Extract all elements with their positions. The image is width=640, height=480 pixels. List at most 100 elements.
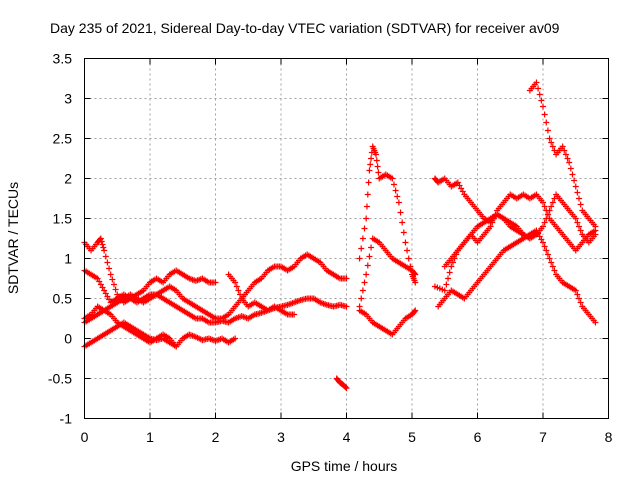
data-point (446, 269, 453, 276)
series-track-13 (435, 227, 599, 326)
grid (84, 58, 609, 419)
data-point (104, 259, 111, 266)
data-point (97, 235, 104, 242)
data-point (571, 177, 578, 184)
data-point (102, 253, 109, 260)
data-point (402, 239, 409, 246)
tick-labels: 0 1 2 3 4 5 6 7 8 -1 -0.5 0 0.5 1 1.5 2 2.5 3 3.5 (48, 51, 613, 446)
data-point (448, 263, 455, 270)
series-track-10 (356, 307, 419, 338)
data-point (544, 127, 551, 134)
data-point (574, 189, 581, 196)
x-tick-label: 1 (146, 429, 154, 445)
data-point (541, 243, 548, 250)
data-point (441, 287, 448, 294)
data-point (342, 384, 349, 391)
data-point (399, 219, 406, 226)
data-point (356, 255, 363, 262)
data-point (405, 255, 412, 262)
series-track-15 (441, 191, 599, 270)
data-point (412, 307, 419, 314)
x-tick-label: 8 (605, 429, 613, 445)
data-point (549, 199, 556, 206)
data-point (368, 155, 375, 162)
data-point (543, 119, 550, 126)
data-point (412, 271, 419, 278)
data-point (541, 203, 548, 210)
data-point (100, 244, 107, 251)
data-point (544, 211, 551, 218)
data-point (98, 238, 105, 245)
data-point (443, 281, 450, 288)
data-point (237, 291, 244, 298)
data-point (561, 147, 568, 154)
data-point (397, 209, 404, 216)
x-tick-label: 3 (277, 429, 285, 445)
data-point (373, 157, 380, 164)
data-point (543, 215, 550, 222)
data-point (572, 183, 579, 190)
data-point (567, 165, 574, 172)
data-point (363, 203, 370, 210)
data-point (366, 253, 373, 260)
data-point (577, 227, 584, 234)
data-point (361, 279, 368, 286)
series-track-6 (225, 271, 298, 318)
series-track-3 (81, 251, 350, 326)
data-point (291, 311, 298, 318)
data-point (548, 203, 555, 210)
data-point (577, 201, 584, 208)
data-point (358, 245, 365, 252)
data-point (366, 167, 373, 174)
data-point (546, 207, 553, 214)
data-point (592, 223, 599, 230)
data-point (541, 111, 548, 118)
data-point (551, 267, 558, 274)
data-point (367, 161, 374, 168)
data-point (235, 287, 242, 294)
y-tick-label: 1.5 (53, 211, 73, 227)
data-point (392, 187, 399, 194)
y-axis-label: SDTVAR / TECUs (5, 182, 21, 294)
data-point (541, 219, 548, 226)
data-point (538, 97, 545, 104)
data-point (564, 155, 571, 162)
data-point (533, 79, 540, 86)
data-point (375, 169, 382, 176)
y-tick-label: -1 (60, 411, 73, 427)
data-point (540, 239, 546, 246)
data-point (394, 193, 401, 200)
data-point (445, 275, 452, 282)
data-point (411, 308, 418, 315)
data-point (109, 276, 116, 283)
y-tick-label: 2 (64, 171, 72, 187)
data-point (390, 181, 397, 188)
data-point (363, 271, 370, 278)
x-tick-label: 4 (343, 429, 351, 445)
data-point (358, 295, 365, 302)
y-tick-label: 1 (64, 251, 72, 267)
x-tick-label: 2 (212, 429, 220, 445)
y-tick-label: 3 (64, 91, 72, 107)
data-point (559, 143, 566, 150)
y-tick-label: 3.5 (53, 51, 73, 67)
data-point (572, 287, 579, 294)
data-point (548, 139, 555, 146)
data-point (540, 103, 546, 110)
data-point (592, 319, 599, 326)
data-point (395, 199, 402, 206)
data-point (411, 270, 418, 277)
data-point (546, 135, 553, 142)
series-track-5 (81, 303, 180, 350)
x-tick-label: 0 (81, 429, 89, 445)
data-point (368, 244, 375, 251)
data-point (540, 223, 546, 230)
data-point (566, 159, 573, 166)
data-point (404, 247, 411, 254)
data-point (364, 191, 371, 198)
data-point (101, 247, 108, 254)
data-point (343, 275, 350, 282)
data-point (232, 335, 239, 342)
data-point (412, 279, 419, 286)
